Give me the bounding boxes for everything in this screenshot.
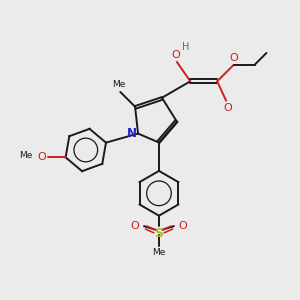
Text: O: O — [229, 52, 238, 62]
Text: O: O — [178, 221, 187, 231]
Text: N: N — [127, 127, 136, 140]
Text: O: O — [131, 221, 140, 231]
Text: H: H — [182, 42, 189, 52]
Text: O: O — [171, 50, 180, 60]
Text: O: O — [38, 152, 46, 162]
Text: Me: Me — [152, 248, 166, 257]
Text: Me: Me — [19, 152, 32, 160]
Text: Me: Me — [112, 80, 125, 89]
Text: O: O — [223, 103, 232, 113]
Text: S: S — [154, 227, 164, 240]
